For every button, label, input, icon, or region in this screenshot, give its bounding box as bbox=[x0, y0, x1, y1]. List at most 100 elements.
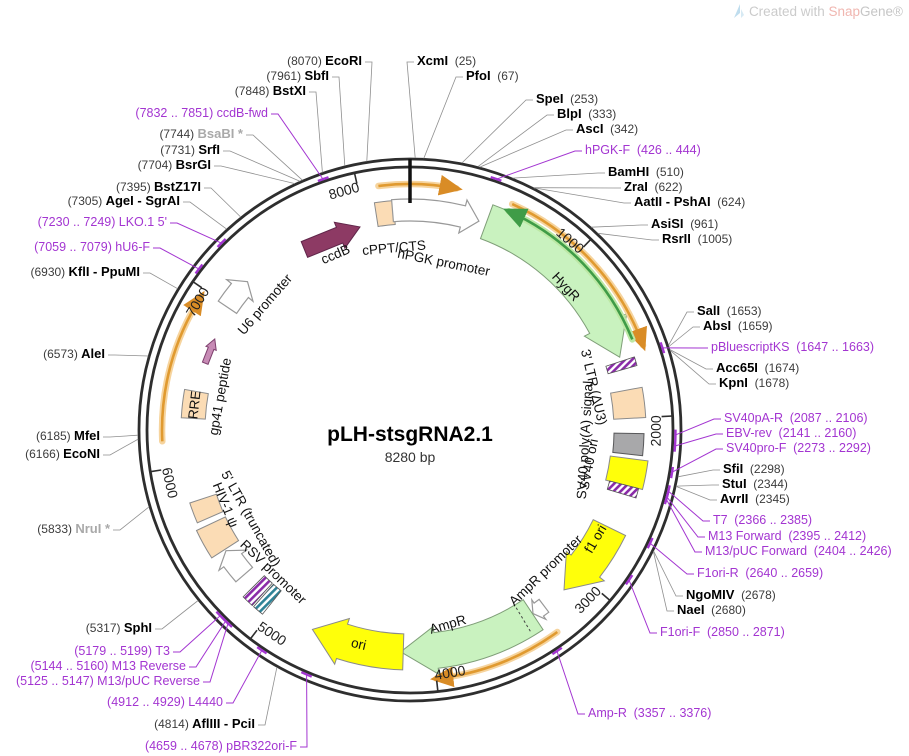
sv40-poly-a-signal-feature[interactable] bbox=[612, 432, 645, 457]
site-name: AleI bbox=[81, 346, 105, 361]
enzyme-label-bstz17i[interactable]: (7395) BstZ17I bbox=[116, 179, 201, 195]
site-pos: (7744) bbox=[159, 127, 195, 141]
cppt-cts-label[interactable]: cPPT/CTS bbox=[362, 238, 427, 259]
primer-label-t7[interactable]: T7 (2366 .. 2385) bbox=[713, 512, 812, 528]
site-pos: (5125 .. 5147) bbox=[15, 674, 94, 688]
primer-label-ebv-rev[interactable]: EBV-rev (2141 .. 2160) bbox=[726, 425, 856, 441]
transcript-arc-left bbox=[160, 290, 205, 442]
enzyme-label-alei[interactable]: (6573) AleI bbox=[43, 346, 105, 362]
primer-label-m13-reverse[interactable]: (5144 .. 5160) M13 Reverse bbox=[30, 658, 186, 674]
ampr-feature[interactable] bbox=[399, 599, 544, 676]
enzyme-label-bamhi[interactable]: BamHI (510) bbox=[608, 164, 684, 180]
snapgene-watermark: Created with SnapGene® bbox=[732, 4, 903, 19]
enzyme-label-stui[interactable]: StuI (2344) bbox=[722, 476, 788, 492]
primer-label-m13-forward[interactable]: M13 Forward (2395 .. 2412) bbox=[708, 528, 866, 544]
enzyme-label-nrui[interactable]: (5833) NruI * bbox=[37, 521, 110, 537]
f1-ori-feature[interactable] bbox=[563, 519, 627, 591]
primer-label-m13-puc-reverse[interactable]: (5125 .. 5147) M13/pUC Reverse bbox=[16, 673, 200, 689]
enzyme-label-kpni[interactable]: KpnI (1678) bbox=[719, 375, 789, 391]
leader-ebv-rev bbox=[674, 433, 723, 447]
primer-label-f1ori-r[interactable]: F1ori-R (2640 .. 2659) bbox=[697, 565, 823, 581]
plasmid-name: pLH-stsgRNA2.1 bbox=[327, 423, 493, 446]
primer-label-amp-r[interactable]: Amp-R (3357 .. 3376) bbox=[588, 705, 711, 721]
enzyme-label-agei-sgrai[interactable]: (7305) AgeI - SgrAI bbox=[68, 193, 180, 209]
enzyme-label-sbfi[interactable]: (7961) SbfI bbox=[266, 68, 329, 84]
enzyme-label-ecori[interactable]: (8070) EcoRI bbox=[287, 53, 362, 69]
sv40-poly-a-signal-label[interactable]: SV40 poly(A) signal bbox=[574, 380, 596, 499]
ampr-promoter-feature[interactable] bbox=[531, 597, 550, 621]
u6-promoter-feature[interactable] bbox=[217, 278, 255, 315]
site-name: NaeI bbox=[677, 602, 705, 617]
site-name: RsrII bbox=[662, 231, 691, 246]
tick-1000 bbox=[582, 238, 592, 248]
plasmid-size: 8280 bp bbox=[384, 449, 436, 465]
gp41-peptide-feature[interactable] bbox=[200, 337, 220, 365]
enzyme-label-sphi[interactable]: (5317) SphI bbox=[86, 620, 152, 636]
site-pos: (2273 .. 2292) bbox=[793, 441, 871, 455]
site-pos: (7059 .. 7079) bbox=[34, 240, 112, 254]
primer-label-pbluescriptks[interactable]: pBluescriptKS (1647 .. 1663) bbox=[711, 339, 874, 355]
3-ltr-u3-feature[interactable] bbox=[610, 386, 647, 420]
enzyme-label-sali[interactable]: SalI (1653) bbox=[697, 303, 761, 319]
enzyme-label-asisi[interactable]: AsiSI (961) bbox=[651, 216, 718, 232]
enzyme-label-econi[interactable]: (6166) EcoNI bbox=[25, 446, 100, 462]
transcript-arc-top bbox=[378, 174, 463, 196]
primer-label-l4440[interactable]: (4912 .. 4929) L4440 bbox=[107, 694, 223, 710]
site-pos: (5833) bbox=[37, 522, 72, 536]
enzyme-label-afliii-pcii[interactable]: (4814) AflIII - PciI bbox=[154, 716, 255, 732]
enzyme-label-kfli-ppumi[interactable]: (6930) KflI - PpuMI bbox=[30, 264, 140, 280]
rsv-promoter-feature[interactable] bbox=[217, 549, 254, 583]
site-name: BstZ17I bbox=[154, 179, 201, 194]
enzyme-label-bstxi[interactable]: (7848) BstXI bbox=[235, 83, 306, 99]
enzyme-label-blpi[interactable]: BlpI (333) bbox=[557, 106, 616, 122]
primer-label-t3[interactable]: (5179 .. 5199) T3 bbox=[74, 643, 170, 659]
site-name: Acc65I bbox=[716, 360, 758, 375]
enzyme-label-xcmi[interactable]: XcmI (25) bbox=[417, 53, 476, 69]
enzyme-label-rsrii[interactable]: RsrII (1005) bbox=[662, 231, 732, 247]
ori-label[interactable]: ori bbox=[350, 635, 368, 653]
primer-label-ccdb-fwd[interactable]: (7832 .. 7851) ccdB-fwd bbox=[135, 105, 268, 121]
enzyme-label-avrii[interactable]: AvrII (2345) bbox=[720, 491, 790, 507]
enzyme-label-zrai[interactable]: ZraI (622) bbox=[624, 179, 683, 195]
rre-label[interactable]: RRE bbox=[185, 390, 203, 420]
enzyme-label-acc65i[interactable]: Acc65I (1674) bbox=[716, 360, 799, 376]
enzyme-label-pfoi[interactable]: PfoI (67) bbox=[466, 68, 519, 84]
enzyme-label-bsrgi[interactable]: (7704) BsrGI bbox=[138, 157, 211, 173]
site-name: AatII - PshAI bbox=[634, 194, 711, 209]
enzyme-label-srfi[interactable]: (7731) SrfI bbox=[160, 142, 220, 158]
enzyme-label-ngomiv[interactable]: NgoMIV (2678) bbox=[686, 587, 776, 603]
enzyme-label-mfei[interactable]: (6185) MfeI bbox=[36, 428, 100, 444]
primer-label-sv40pa-r[interactable]: SV40pA-R (2087 .. 2106) bbox=[724, 410, 868, 426]
enzyme-label-bsabi[interactable]: (7744) BsaBI * bbox=[159, 126, 243, 142]
primer-label-lko-1-5[interactable]: (7230 .. 7249) LKO.1 5' bbox=[38, 214, 167, 230]
leader-naei bbox=[653, 551, 674, 612]
enzyme-label-absi[interactable]: AbsI (1659) bbox=[703, 318, 773, 334]
cppt-cts-feature[interactable] bbox=[373, 200, 396, 228]
purple-hatched-feature[interactable] bbox=[605, 356, 638, 375]
hiv-1-feature[interactable] bbox=[189, 493, 224, 524]
enzyme-label-spei[interactable]: SpeI (253) bbox=[536, 91, 598, 107]
site-name: EcoNI bbox=[63, 446, 100, 461]
hpgk-promoter-feature[interactable] bbox=[390, 198, 480, 235]
primer-label-f1ori-f[interactable]: F1ori-F (2850 .. 2871) bbox=[660, 624, 785, 640]
ccdb-feature[interactable] bbox=[299, 214, 365, 263]
primer-label-sv40pro-f[interactable]: SV40pro-F (2273 .. 2292) bbox=[726, 440, 871, 456]
enzyme-label-aatii-pshai[interactable]: AatII - PshAI (624) bbox=[634, 194, 745, 210]
primer-label-hpgk-f[interactable]: hPGK-F (426 .. 444) bbox=[585, 142, 701, 158]
sv40-ori-feature[interactable] bbox=[605, 455, 649, 491]
primer-label-m13-puc-forward[interactable]: M13/pUC Forward (2404 .. 2426) bbox=[705, 543, 892, 559]
teal-hatched-feature[interactable] bbox=[253, 583, 282, 615]
5-ltr-truncated-feature[interactable] bbox=[195, 516, 240, 559]
enzyme-label-sfii[interactable]: SfiI (2298) bbox=[723, 461, 785, 477]
leader-xcmi bbox=[406, 61, 416, 159]
leader-sphi bbox=[155, 600, 199, 630]
ori-feature[interactable] bbox=[311, 617, 405, 671]
purple-hatched-feature[interactable] bbox=[606, 480, 640, 499]
primer-label-hu6-f[interactable]: (7059 .. 7079) hU6-F bbox=[34, 239, 150, 255]
purple-hatched-feature[interactable] bbox=[242, 575, 273, 607]
primer-label-pbr322ori-f[interactable]: (4659 .. 4678) pBR322ori-F bbox=[145, 738, 297, 754]
enzyme-label-naei[interactable]: NaeI (2680) bbox=[677, 602, 746, 618]
enzyme-label-asci[interactable]: AscI (342) bbox=[576, 121, 638, 137]
rre-feature[interactable] bbox=[180, 388, 209, 420]
leader-nrui bbox=[113, 506, 150, 531]
